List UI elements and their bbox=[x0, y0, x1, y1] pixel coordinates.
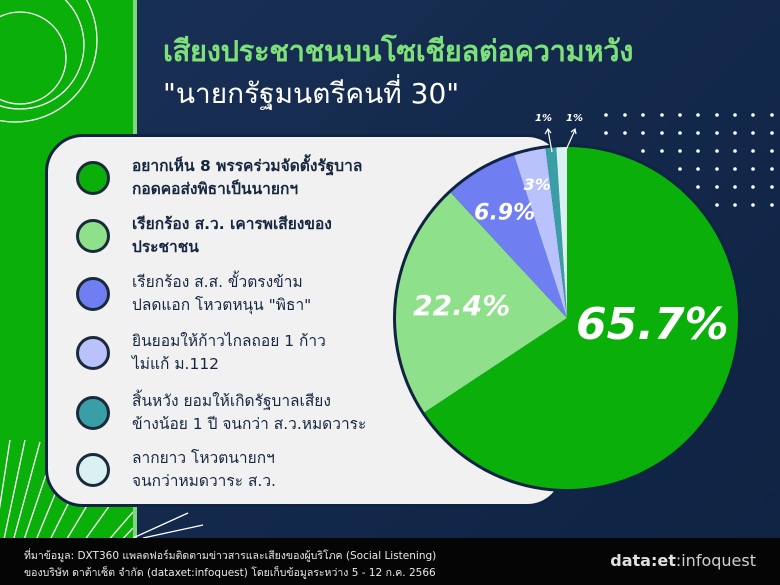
pie-slice-label: 65.7% bbox=[576, 299, 729, 350]
legend-label: อยากเห็น 8 พรรคร่วมจัดตั้งรัฐบาล bbox=[132, 157, 363, 175]
page-subtitle: "นายกรัฐมนตรีคนที่ 30" bbox=[163, 77, 460, 110]
legend-label: ไม่แก้ ม.112 bbox=[132, 355, 220, 373]
legend-label: เรียกร้อง ส.ส. ขั้วตรงข้าม bbox=[132, 273, 303, 291]
decorative-dots-icon bbox=[604, 113, 774, 207]
legend-label: จนกว่าหมดวาระ ส.ว. bbox=[132, 472, 276, 490]
legend-item: เรียกร้อง ส.ว. เคารพเสียงของ ประชาชน bbox=[76, 213, 392, 259]
pie-slice-label: 22.4% bbox=[413, 289, 510, 322]
legend-item: ยินยอมให้ก้าวไกลถอย 1 ก้าว ไม่แก้ ม.112 bbox=[76, 330, 392, 376]
pie-chart: 65.7% 22.4% 6.9% 3% bbox=[393, 144, 741, 492]
legend-swatch-icon bbox=[76, 453, 110, 487]
pie-slice-label: 6.9% bbox=[474, 201, 535, 226]
pie-slice bbox=[514, 148, 567, 318]
slice-label-cyan: 1% bbox=[566, 113, 583, 124]
decorative-circles-icon bbox=[0, 0, 133, 538]
legend-swatch-icon bbox=[76, 161, 110, 195]
legend-swatch-icon bbox=[76, 219, 110, 253]
pie-slice bbox=[450, 155, 567, 318]
legend-swatch-icon bbox=[76, 277, 110, 311]
legend-label: ยินยอมให้ก้าวไกลถอย 1 ก้าว bbox=[132, 332, 326, 350]
legend-label: ประชาชน bbox=[132, 238, 199, 256]
legend-swatch-icon bbox=[76, 336, 110, 370]
legend-swatch-icon bbox=[76, 396, 110, 430]
source-line-2: ของบริษัท ดาต้าเซ็ต จำกัด (dataxet:infoq… bbox=[24, 567, 436, 579]
legend-label: สิ้นหวัง ยอมให้เกิดรัฐบาลเสียง bbox=[132, 392, 331, 410]
pie-slice-label: 3% bbox=[524, 175, 551, 194]
brand-logo: data:et:infoquest bbox=[610, 551, 756, 570]
pie-slice bbox=[556, 147, 567, 318]
callout-arrows-icon bbox=[544, 127, 577, 153]
legend-item: อยากเห็น 8 พรรคร่วมจัดตั้งรัฐบาล กอดคอส่… bbox=[76, 155, 392, 201]
pie-slice bbox=[545, 147, 567, 318]
pie-slice bbox=[424, 147, 738, 490]
legend-item: เรียกร้อง ส.ส. ขั้วตรงข้าม ปลดแอก โหวตหน… bbox=[76, 271, 392, 317]
page-title: เสียงประชาชนบนโซเชียลต่อความหวัง bbox=[163, 34, 634, 68]
source-line-1: ที่มาข้อมูล: DXT360 แพลตฟอร์มติดตามข่าวส… bbox=[24, 550, 437, 562]
footer: ที่มาข้อมูล: DXT360 แพลตฟอร์มติดตามข่าวส… bbox=[0, 538, 780, 585]
legend-item: ลากยาว โหวตนายกฯ จนกว่าหมดวาระ ส.ว. bbox=[76, 447, 392, 493]
legend-item: สิ้นหวัง ยอมให้เกิดรัฐบาลเสียง ข้างน้อย … bbox=[76, 390, 422, 436]
legend-label: เรียกร้อง ส.ว. เคารพเสียงของ bbox=[132, 215, 332, 233]
legend-label: ปลดแอก โหวตหนุน "พิธา" bbox=[132, 296, 312, 314]
decorative-lines-icon bbox=[133, 512, 204, 538]
legend-label: กอดคอส่งพิธาเป็นนายกฯ bbox=[132, 180, 299, 198]
pie-slice bbox=[395, 192, 567, 413]
legend-label: ลากยาว โหวตนายกฯ bbox=[132, 449, 275, 467]
slice-label-teal: 1% bbox=[535, 113, 552, 124]
legend-label: ข้างน้อย 1 ปี จนกว่า ส.ว.หมดวาระ bbox=[132, 415, 367, 433]
